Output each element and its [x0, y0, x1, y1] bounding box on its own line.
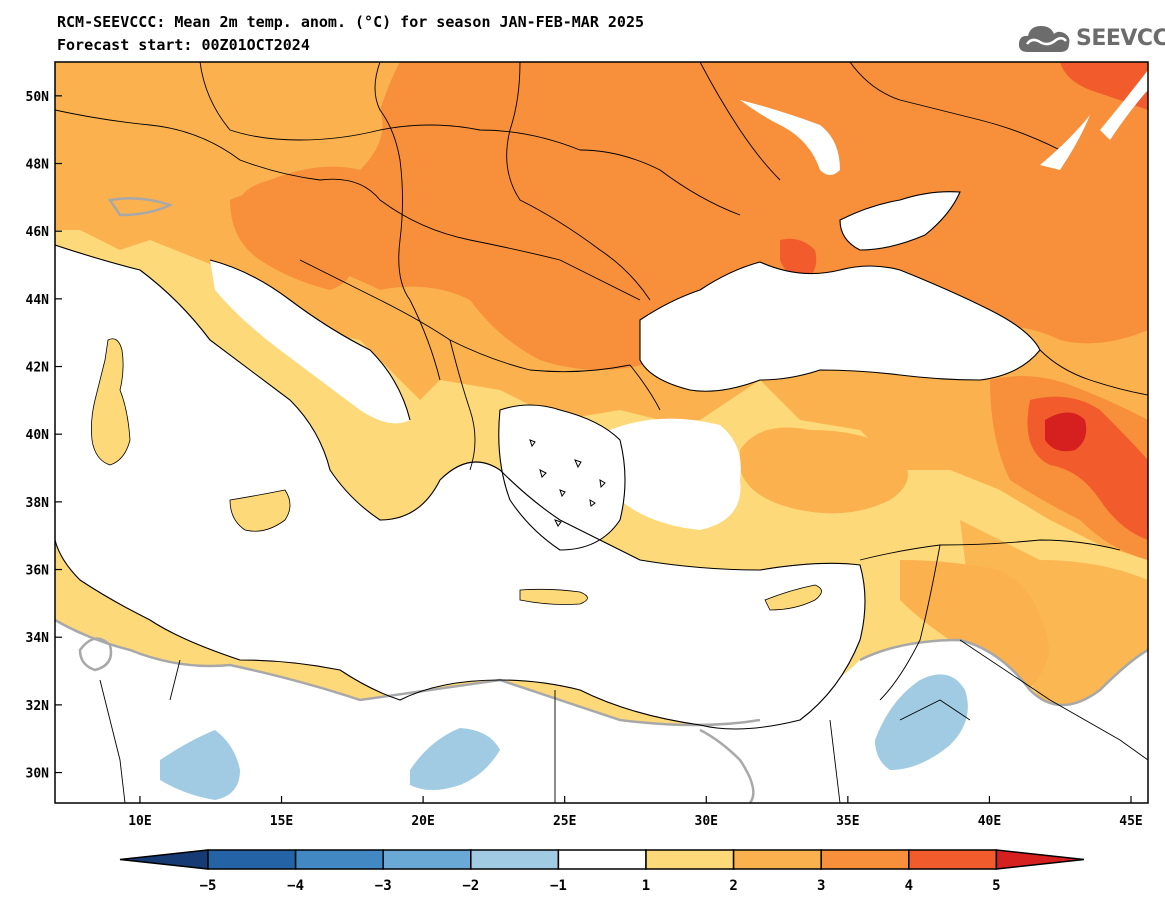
colorbar-segment [207, 849, 297, 870]
map-title: RCM-SEEVCCC: Mean 2m temp. anom. (°C) fo… [57, 13, 644, 31]
lon-tick-label: 10E [128, 814, 151, 829]
longitude-axis: 10E 15E 20E 25E 30E 35E 40E 45E [128, 796, 1143, 829]
anomaly-field-2-3-anatolia [740, 427, 908, 514]
colorbar-tick-label: −1 [550, 878, 567, 894]
anomaly-field-minus-1-2-arabia [875, 674, 968, 770]
lon-tick-label: 35E [836, 814, 859, 829]
map-frame [54, 61, 1149, 804]
cloud-icon [1018, 26, 1070, 52]
country-borders [55, 62, 1148, 803]
lat-tick-label: 44N [26, 293, 50, 308]
colorbar-tick-label: −3 [375, 878, 392, 894]
colorbar-segment [732, 849, 822, 870]
anomaly-field-above-5 [1045, 412, 1087, 452]
sea-of-azov [840, 191, 960, 250]
colorbar-tick-label: −2 [462, 878, 479, 894]
anomaly-field-3-4-adriatic [230, 192, 353, 290]
lon-tick-label: 15E [270, 814, 293, 829]
colorbar-segment [294, 849, 384, 870]
zero-contours [55, 197, 1148, 803]
colorbar-tick-label: −5 [200, 878, 217, 894]
colorbar-segment [908, 849, 998, 870]
lon-tick-label: 40E [978, 814, 1001, 829]
colorbar-tick-label: 1 [642, 878, 650, 894]
anomaly-field-2-3-levant [900, 560, 1050, 700]
colorbar: −5 −4 −3 −2 −1 1 2 3 4 5 [119, 849, 1085, 894]
map-area [55, 62, 1148, 803]
colorbar-segment [820, 849, 910, 870]
colorbar-extend-low [119, 849, 209, 870]
anomaly-field-neutral-anatolia [606, 418, 741, 530]
colorbar-segment [645, 849, 735, 870]
aegean-islands [529, 439, 606, 527]
colorbar-tick-label: 3 [817, 878, 825, 894]
lat-tick-label: 36N [26, 564, 50, 579]
colorbar-segment [382, 849, 472, 870]
lon-tick-label: 25E [553, 814, 576, 829]
colorbar-tick-label: 2 [729, 878, 737, 894]
island-corsica-sardinia [91, 338, 131, 466]
inland-water [740, 70, 1148, 175]
island-cyprus [764, 584, 822, 611]
lon-tick-label: 20E [411, 814, 434, 829]
colorbar-segment [470, 849, 560, 870]
anomaly-field-minus-1-2-egypt [410, 728, 500, 790]
lon-tick-label: 45E [1119, 814, 1142, 829]
lat-tick-label: 34N [26, 631, 50, 646]
island-sicily [229, 489, 291, 532]
lat-tick-label: 50N [26, 90, 50, 105]
colorbar-tick-label: −4 [287, 878, 304, 894]
latitude-axis: 50N 48N 46N 44N 42N 40N 38N 36N 34N 32N 30N [26, 90, 62, 782]
lat-tick-label: 42N [26, 361, 50, 376]
island-crete [519, 588, 588, 605]
colorbar-tick-label: 5 [992, 878, 1000, 894]
lat-tick-label: 40N [26, 428, 50, 443]
anomaly-field-neutral-africa [55, 620, 1148, 803]
colorbar-segment [557, 849, 647, 870]
lon-tick-label: 30E [695, 814, 718, 829]
coastlines [55, 191, 1041, 730]
lat-tick-label: 32N [26, 699, 50, 714]
lat-tick-label: 30N [26, 767, 50, 782]
anomaly-field-minus-1-2-libya [160, 730, 240, 800]
logo-text: SEEVCCC [1076, 25, 1165, 51]
lat-tick-label: 48N [26, 158, 50, 173]
colorbar-extend-high [995, 849, 1085, 870]
anomaly-field-4-5-ne [1060, 62, 1148, 110]
adriatic-sea [210, 260, 410, 424]
mediterranean-sea [55, 245, 865, 729]
lat-tick-label: 46N [26, 225, 50, 240]
seevccc-logo: SEEVCCC [1018, 22, 1165, 54]
forecast-start-label: Forecast start: 00Z01OCT2024 [57, 36, 310, 54]
tyrrhenian-sea [126, 330, 250, 480]
colorbar-tick-label: 4 [905, 878, 913, 894]
lat-tick-label: 38N [26, 496, 50, 511]
black-sea [640, 262, 1040, 392]
